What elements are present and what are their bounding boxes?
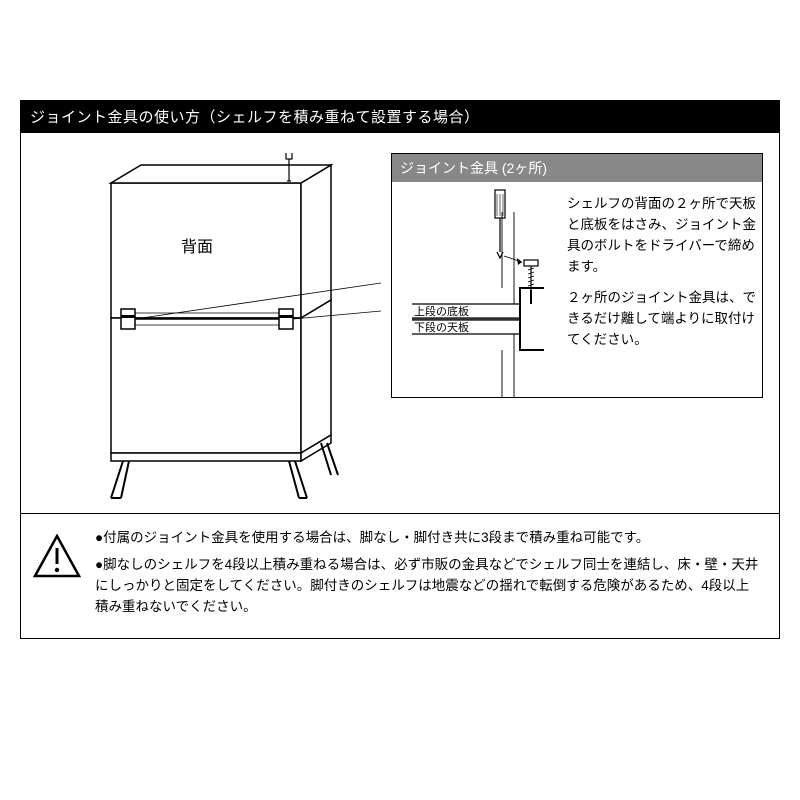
upper-plate-label: 上段の底板: [414, 304, 469, 318]
warning-text: ●付属のジョイント金具を使用する場合は、脚なし・脚付き共に3段まで積み重ね可能で…: [95, 528, 761, 624]
back-label: 背面: [181, 233, 213, 257]
shelf-diagram: [51, 153, 381, 503]
warning-bullet-2: ●脚なしのシェルフを4段以上積み重ねる場合は、必ず市販の金具などでシェルフ同士を…: [95, 555, 761, 618]
detail-instructions: シェルフの背面の２ヶ所で天板と底板をはさみ、ジョイント金具のボルトをドライバーで…: [567, 194, 757, 360]
warning-icon: [33, 534, 81, 578]
lower-plate-label: 下段の天板: [414, 320, 469, 334]
detail-callout: ジョイント金具 (2ヶ所): [391, 153, 763, 398]
detail-para-1: シェルフの背面の２ヶ所で天板と底板をはさみ、ジョイント金具のボルトをドライバーで…: [567, 194, 757, 278]
detail-header: ジョイント金具 (2ヶ所): [392, 154, 762, 182]
detail-para-2: ２ヶ所のジョイント金具は、できるだけ離して端よりに取付けてください。: [567, 288, 757, 351]
warning-bullet-1: ●付属のジョイント金具を使用する場合は、脚なし・脚付き共に3段まで積み重ね可能で…: [95, 528, 761, 549]
clamp-detail-diagram: 上段の底板 下段の天板: [392, 182, 567, 397]
section-title: ジョイント金具の使い方（シェルフを積み重ねて設置する場合）: [20, 100, 780, 133]
warning-panel: ●付属のジョイント金具を使用する場合は、脚なし・脚付き共に3段まで積み重ね可能で…: [20, 514, 780, 639]
diagram-panel: 背面 ジョイント金具 (2ヶ所): [20, 133, 780, 514]
